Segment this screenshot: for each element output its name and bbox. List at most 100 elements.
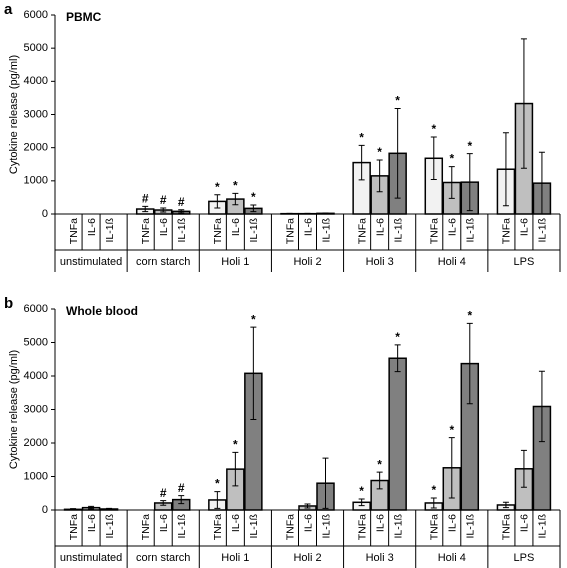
sub-label: IL-6 — [86, 218, 98, 236]
sub-label: IL-1ß — [104, 514, 116, 539]
sub-label: TNFa — [356, 218, 368, 244]
group-label: unstimulated — [60, 552, 122, 564]
error-bar — [376, 471, 383, 490]
sub-label: IL-6 — [230, 218, 242, 236]
significance-mark: * — [431, 122, 436, 136]
panel-label: a — [4, 1, 13, 18]
significance-mark: * — [251, 190, 256, 204]
sub-label: IL-6 — [302, 514, 314, 532]
error-bar — [394, 344, 401, 373]
significance-mark: * — [359, 484, 364, 498]
significance-mark: * — [467, 309, 472, 323]
error-bar — [214, 491, 221, 509]
sub-label: TNFa — [140, 514, 152, 540]
sub-label: IL-6 — [158, 218, 170, 236]
sub-label: IL-6 — [447, 218, 459, 236]
significance-mark: # — [178, 481, 185, 495]
sub-label: TNFa — [429, 218, 441, 244]
sub-label: IL-1ß — [176, 218, 188, 243]
error-bar — [232, 192, 239, 206]
significance-mark: * — [431, 483, 436, 497]
error-bar — [322, 457, 329, 509]
y-tick-label: 0 — [42, 208, 48, 220]
error-bar — [160, 207, 167, 213]
significance-mark: * — [233, 438, 238, 452]
bar — [388, 357, 407, 511]
sub-label: TNFa — [429, 514, 441, 540]
error-bar — [214, 194, 221, 209]
significance-mark: * — [233, 179, 238, 193]
significance-mark: # — [142, 192, 149, 206]
sub-label: TNFa — [501, 218, 513, 244]
error-bar — [376, 159, 383, 193]
y-tick-label: 5000 — [24, 42, 48, 54]
group-label: Holi 4 — [438, 256, 466, 268]
sub-label: IL-1ß — [465, 514, 477, 539]
group-label: Holi 2 — [293, 256, 321, 268]
error-bar — [88, 505, 95, 510]
group-label: corn starch — [136, 256, 190, 268]
error-bar — [430, 136, 437, 181]
error-bar — [502, 132, 509, 207]
y-axis-label: Cytokine release (pg/ml) — [8, 55, 20, 174]
group-label: corn starch — [136, 552, 190, 564]
sub-label: IL-6 — [158, 514, 170, 532]
error-bar — [538, 151, 545, 215]
group-label: Holi 2 — [293, 552, 321, 564]
significance-mark: * — [395, 330, 400, 344]
error-bar — [106, 507, 113, 511]
sub-label: IL-6 — [519, 218, 531, 236]
y-tick-label: 2000 — [24, 437, 48, 449]
group-label: Holi 1 — [221, 552, 249, 564]
sub-label: TNFa — [284, 514, 296, 540]
sub-label: TNFa — [212, 514, 224, 540]
significance-mark: * — [449, 152, 454, 166]
sub-label: IL-1ß — [320, 514, 332, 539]
sub-label: TNFa — [501, 514, 513, 540]
error-bar — [520, 38, 527, 169]
significance-mark: # — [160, 486, 167, 500]
error-bar — [394, 108, 401, 199]
sub-label: IL-6 — [374, 218, 386, 236]
error-bar — [286, 212, 293, 215]
y-tick-label: 3000 — [24, 403, 48, 415]
error-bar — [358, 498, 365, 507]
chart-title: Whole blood — [66, 304, 138, 318]
error-bar — [466, 153, 473, 212]
sub-label: IL-6 — [302, 218, 314, 236]
sub-label: IL-1ß — [537, 514, 549, 539]
sub-label: TNFa — [356, 514, 368, 540]
group-label: Holi 4 — [438, 552, 466, 564]
y-tick-label: 4000 — [24, 75, 48, 87]
sub-label: IL-1ß — [392, 218, 404, 243]
y-tick-label: 5000 — [24, 336, 48, 348]
y-tick-label: 4000 — [24, 370, 48, 382]
y-tick-label: 6000 — [24, 303, 48, 315]
sub-label: IL-1ß — [392, 514, 404, 539]
sub-label: IL-1ß — [465, 218, 477, 243]
significance-mark: * — [359, 131, 364, 145]
significance-mark: # — [178, 195, 185, 209]
sub-label: TNFa — [68, 218, 80, 244]
group-label: LPS — [514, 552, 535, 564]
error-bar — [178, 495, 185, 505]
error-bar — [250, 204, 257, 213]
error-bar — [502, 501, 509, 509]
sub-label: IL-6 — [230, 514, 242, 532]
significance-mark: * — [251, 312, 256, 326]
significance-mark: # — [160, 193, 167, 207]
sub-label: IL-1ß — [537, 218, 549, 243]
sub-label: TNFa — [140, 218, 152, 244]
sub-label: IL-6 — [86, 514, 98, 532]
chart-title: PBMC — [66, 10, 102, 24]
error-bar — [250, 326, 257, 421]
significance-mark: * — [467, 139, 472, 153]
error-bar — [448, 437, 455, 499]
error-bar — [430, 497, 437, 509]
significance-mark: * — [449, 423, 454, 437]
group-label: Holi 3 — [366, 256, 394, 268]
significance-mark: * — [395, 94, 400, 108]
panel-label: b — [4, 295, 13, 312]
group-label: LPS — [514, 256, 535, 268]
